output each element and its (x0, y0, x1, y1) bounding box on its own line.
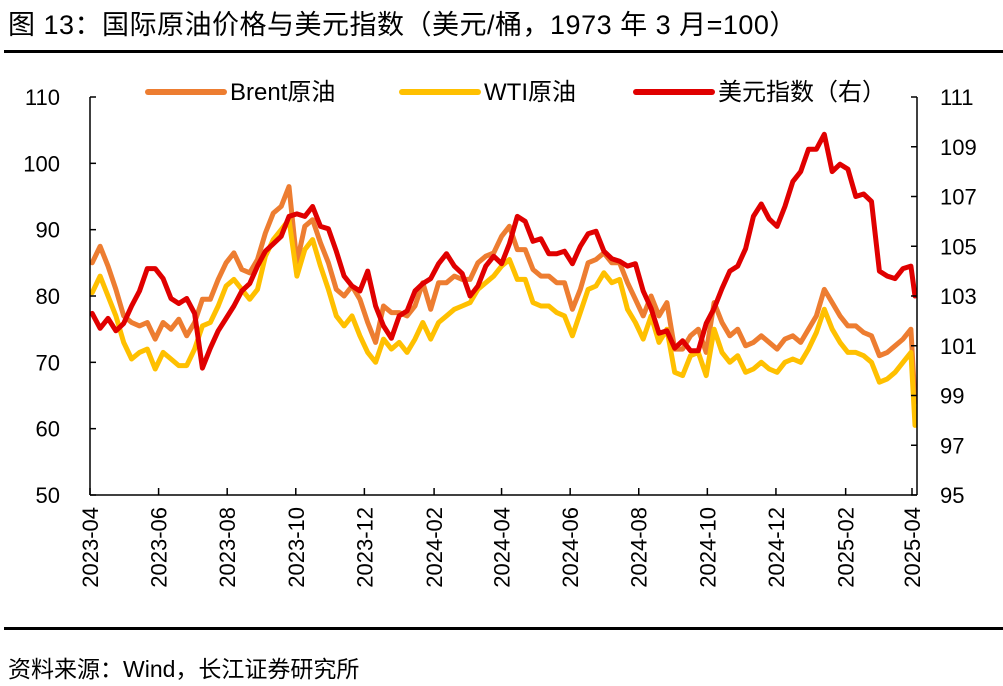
right-tick-label: 99 (940, 384, 964, 409)
legend: Brent原油 WTI原油 美元指数（右） (145, 79, 886, 106)
source-rule (4, 627, 1003, 630)
left-tick-label: 110 (25, 85, 60, 110)
x-tick-label: 2024-10 (695, 507, 720, 588)
left-tick-label: 50 (36, 483, 60, 508)
axes-layer: 50 60 70 80 90 100 110 95 97 99 101 103 105 107 109 111… (23, 85, 976, 588)
right-tick-label: 97 (940, 433, 964, 458)
x-tick-label: 2023-06 (147, 507, 172, 588)
title-rule (4, 50, 1003, 53)
left-tick-label: 70 (36, 350, 60, 375)
x-tick-label: 2024-08 (627, 507, 652, 588)
series-line-1 (89, 217, 918, 428)
x-tick-label: 2025-02 (834, 507, 859, 588)
series-layer (89, 131, 918, 428)
x-tick-label: 2024-12 (764, 507, 789, 588)
left-tick-label: 90 (36, 218, 60, 243)
x-tick-label: 2023-12 (352, 507, 377, 588)
series-line-2 (89, 131, 918, 371)
right-tick-label: 107 (940, 185, 977, 210)
x-tick-label: 2024-06 (558, 507, 583, 588)
right-tick-label: 101 (940, 334, 977, 359)
left-tick-label: 100 (23, 151, 60, 176)
right-tick-label: 95 (940, 483, 964, 508)
x-tick-label: 2025-04 (900, 507, 925, 588)
right-tick-label: 105 (940, 234, 977, 259)
series-line-0 (89, 184, 918, 405)
x-tick-label: 2023-08 (215, 507, 240, 588)
source-note: 资料来源：Wind，长江证券研究所 (8, 656, 360, 682)
legend-item-0: Brent原油 (145, 79, 335, 106)
legend-label: Brent原油 (230, 79, 335, 106)
left-tick-label: 80 (36, 284, 60, 309)
x-tick-label: 2023-10 (284, 507, 309, 588)
right-tick-label: 111 (940, 85, 973, 110)
chart-title: 图 13：国际原油价格与美元指数（美元/桶，1973 年 3 月=100） (8, 10, 797, 40)
left-tick-label: 60 (36, 417, 60, 442)
legend-item-2: 美元指数（右） (633, 79, 886, 106)
x-tick-label: 2023-04 (78, 507, 103, 588)
legend-label: WTI原油 (484, 79, 576, 106)
x-tick-label: 2024-04 (490, 507, 515, 588)
x-tick-label: 2024-02 (422, 507, 447, 588)
legend-label: 美元指数（右） (718, 79, 886, 106)
right-tick-label: 109 (940, 135, 977, 160)
right-tick-label: 103 (940, 284, 977, 309)
legend-item-1: WTI原油 (399, 79, 576, 106)
